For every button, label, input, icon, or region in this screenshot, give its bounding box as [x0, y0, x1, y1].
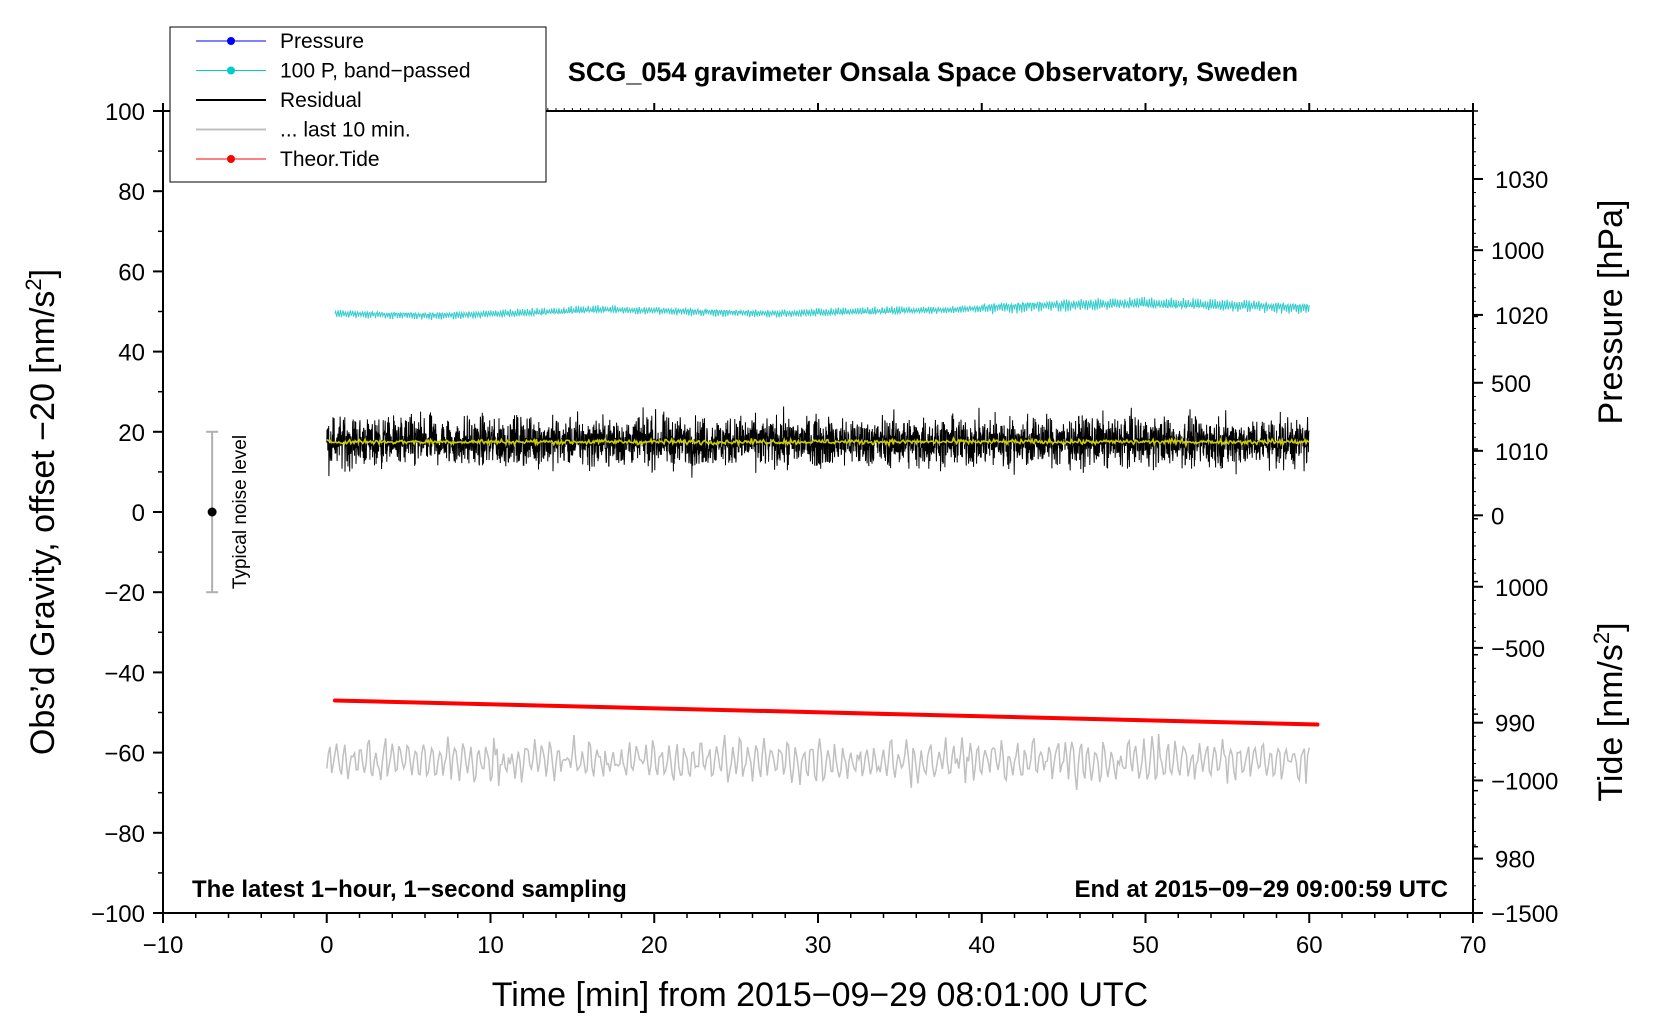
y-axis-title-tide: Tide [nm/s2] — [1589, 622, 1630, 801]
y-left-title-end: ] — [24, 269, 62, 278]
pressure-tick-label: 1020 — [1495, 303, 1548, 330]
x-tick-label: 70 — [1460, 932, 1487, 959]
pressure-tick-label: 980 — [1495, 847, 1535, 874]
legend-label: Theor.Tide — [280, 148, 380, 171]
pressure-tick-label: 990 — [1495, 711, 1535, 738]
x-tick-label: 60 — [1296, 932, 1323, 959]
y-tick-label: 80 — [118, 179, 145, 206]
series-bandpassed-pressure — [334, 296, 1310, 321]
noise-level-bar — [206, 430, 219, 594]
plot-frame — [162, 110, 1474, 914]
x-axis-title: Time [min] from 2015−09−29 08:01:00 UTC — [492, 976, 1148, 1014]
y-left-title-sup: 2 — [21, 278, 46, 290]
tide-tick-label: −1500 — [1491, 901, 1558, 928]
legend-marker — [227, 155, 235, 163]
y-tick-label: −80 — [104, 821, 145, 848]
series-theoretical-tide — [332, 698, 1320, 727]
y-left-title-main: Obs’d Gravity, offset −20 [nm/s — [24, 291, 62, 756]
chart-title: SCG_054 gravimeter Onsala Space Observat… — [568, 57, 1298, 87]
y-tick-label: −40 — [104, 660, 145, 687]
tide-title-sup: 2 — [1589, 632, 1614, 644]
bottom-left-note: The latest 1−hour, 1−second sampling — [192, 876, 627, 903]
y-axis-tide: 1000 500 0 −500 −1000 −1500 — [1473, 238, 1558, 928]
y-tick-label: 60 — [118, 259, 145, 286]
y-tick-label: 100 — [105, 99, 145, 126]
x-tick-label: 40 — [968, 932, 995, 959]
y-tick-label: 20 — [118, 420, 145, 447]
legend-label: 100 P, band−passed — [280, 60, 471, 83]
tide-tick-label: −1000 — [1491, 768, 1558, 795]
y-tick-label: 0 — [132, 500, 145, 527]
x-tick-label: 50 — [1132, 932, 1159, 959]
series-last-10-min — [326, 733, 1311, 791]
pressure-tick-label: 1030 — [1495, 167, 1548, 194]
y-tick-label: −20 — [104, 580, 145, 607]
y-tick-label: 40 — [118, 340, 145, 367]
legend-marker — [227, 66, 235, 75]
y-axis-title-left: Obs’d Gravity, offset −20 [nm/s2] — [21, 269, 62, 755]
x-axis: −10 0 10 20 30 40 50 60 70 — [143, 103, 1487, 959]
noise-bar-center — [207, 507, 217, 517]
noise-label: Typical noise level — [230, 435, 251, 589]
tide-title-main: Tide [nm/s — [1592, 644, 1630, 801]
pressure-tick-label: 1000 — [1495, 575, 1548, 602]
bottom-right-note: End at 2015−09−29 09:00:59 UTC — [1074, 876, 1448, 903]
tide-tick-label: 1000 — [1491, 238, 1544, 265]
legend: Pressure 100 P, band−passed Residual ... la… — [169, 26, 547, 183]
x-tick-label: 30 — [805, 932, 832, 959]
y-tick-label: −60 — [104, 741, 145, 768]
tide-tick-label: −500 — [1491, 636, 1545, 663]
tide-tick-label: 0 — [1491, 503, 1504, 530]
legend-label: ... last 10 min. — [280, 119, 411, 142]
x-tick-label: 20 — [641, 932, 668, 959]
series-residual-smoothed — [326, 435, 1310, 449]
legend-label: Residual — [280, 89, 362, 112]
legend-label: Pressure — [280, 30, 364, 53]
x-tick-label: 0 — [320, 932, 333, 959]
x-tick-label: 10 — [477, 932, 504, 959]
tide-title-end: ] — [1592, 622, 1630, 631]
y-axis-pressure: 1030 1020 1010 1000 990 980 — [1473, 110, 1548, 914]
y-axis-title-pressure: Pressure [hPa] — [1592, 200, 1630, 425]
y-tick-label: −100 — [91, 901, 145, 928]
pressure-tick-label: 1010 — [1495, 439, 1548, 466]
series-group — [326, 296, 1320, 791]
tide-tick-label: 500 — [1491, 371, 1531, 398]
legend-marker — [227, 37, 235, 45]
y-axis-gravity: 100 80 60 40 20 0 −20 −40 −60 −80 −100 — [91, 99, 163, 928]
x-tick-label: −10 — [143, 932, 184, 959]
